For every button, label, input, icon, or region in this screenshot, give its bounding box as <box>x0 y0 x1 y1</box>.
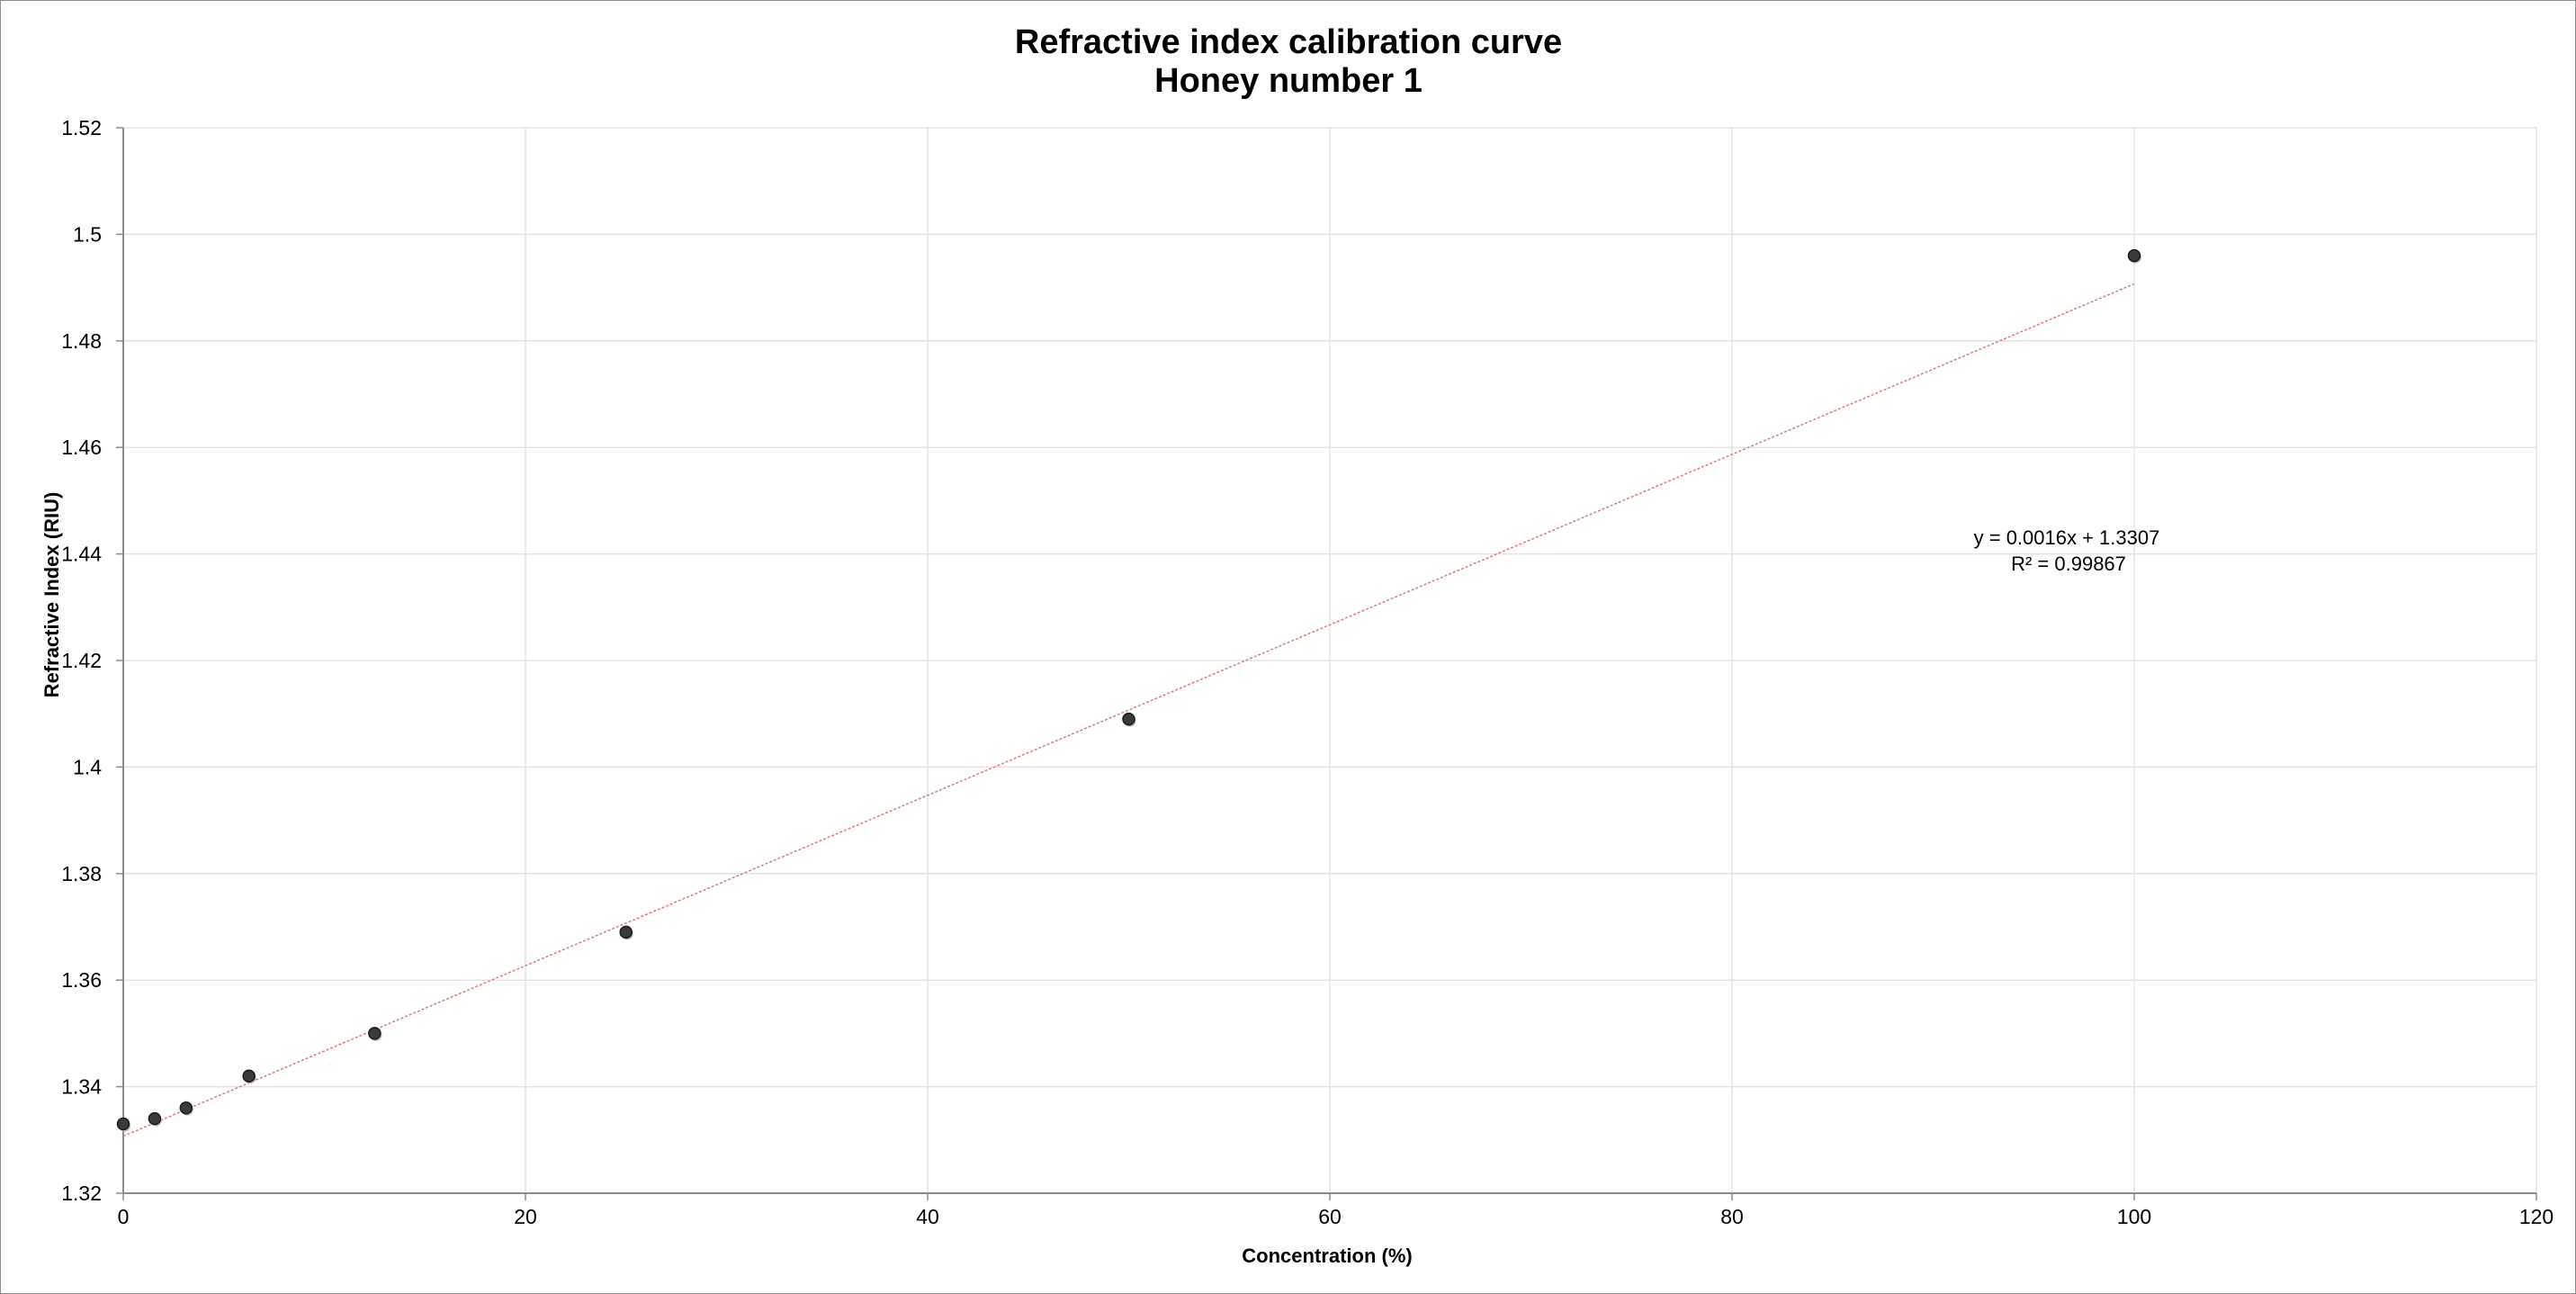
trendline-r-squared: R² = 0.99867 <box>2011 553 2126 575</box>
y-axis-title: Refractive Index (RIU) <box>40 492 63 698</box>
x-tick-label: 80 <box>1720 1205 1744 1228</box>
data-point <box>148 1111 162 1126</box>
grid-lines <box>123 127 2537 1193</box>
y-tick-label: 1.38 <box>61 862 102 885</box>
data-points <box>116 248 2141 1132</box>
y-tick-label: 1.48 <box>61 329 102 353</box>
x-axis-title: Concentration (%) <box>1242 1245 1412 1267</box>
x-tick-label: 120 <box>2519 1205 2554 1228</box>
y-tick-label: 1.42 <box>61 649 102 672</box>
axes <box>116 127 2537 1200</box>
y-tick-label: 1.34 <box>61 1075 102 1099</box>
trendline <box>122 283 2135 1137</box>
trendline-equation: y = 0.0016x + 1.3307 <box>1974 526 2160 549</box>
chart-title: Refractive index calibration curve <box>1015 23 1562 61</box>
x-tick-label: 60 <box>1318 1205 1342 1228</box>
y-tick-label: 1.52 <box>61 116 102 139</box>
y-tick-label: 1.4 <box>73 755 102 778</box>
y-tick-label: 1.36 <box>61 968 102 992</box>
data-point <box>116 1117 130 1131</box>
data-point <box>179 1101 193 1115</box>
x-tick-label: 40 <box>916 1205 939 1228</box>
data-point <box>619 925 633 939</box>
x-tick-label: 100 <box>2117 1205 2151 1228</box>
y-tick-label: 1.46 <box>61 436 102 459</box>
data-point <box>368 1027 381 1040</box>
y-tick-label: 1.32 <box>61 1182 102 1205</box>
x-tick-label: 20 <box>514 1205 537 1228</box>
data-point <box>2127 248 2141 263</box>
y-tick-label: 1.44 <box>61 543 102 566</box>
chart-subtitle: Honey number 1 <box>1154 62 1423 100</box>
x-tick-label: 0 <box>118 1205 130 1228</box>
data-point <box>1122 712 1135 726</box>
y-tick-label: 1.5 <box>73 222 102 246</box>
tick-labels: 0 20 40 60 80 100 120 1.32 1.34 1.36 1.38 1.4 1.42 1.… <box>61 116 2554 1228</box>
data-point <box>242 1069 256 1083</box>
trendline-layer <box>122 283 2135 1137</box>
